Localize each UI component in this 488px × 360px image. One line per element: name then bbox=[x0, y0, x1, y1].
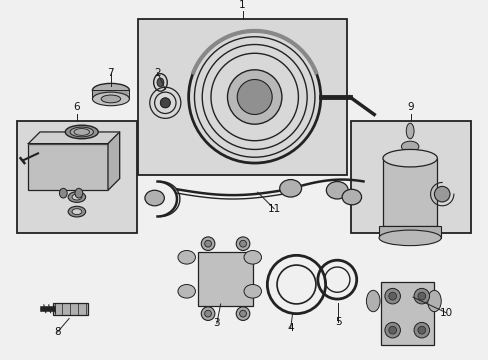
Ellipse shape bbox=[366, 290, 379, 312]
Circle shape bbox=[417, 292, 425, 300]
Ellipse shape bbox=[325, 181, 347, 199]
Ellipse shape bbox=[68, 206, 85, 217]
Ellipse shape bbox=[68, 192, 85, 202]
Ellipse shape bbox=[65, 125, 98, 139]
FancyBboxPatch shape bbox=[17, 121, 137, 233]
Ellipse shape bbox=[60, 188, 67, 198]
FancyBboxPatch shape bbox=[380, 282, 433, 345]
Ellipse shape bbox=[406, 123, 413, 139]
Circle shape bbox=[227, 70, 281, 124]
Ellipse shape bbox=[72, 209, 81, 215]
Ellipse shape bbox=[378, 230, 440, 246]
Circle shape bbox=[388, 292, 396, 300]
FancyBboxPatch shape bbox=[198, 252, 252, 306]
Circle shape bbox=[417, 326, 425, 334]
Ellipse shape bbox=[279, 180, 301, 197]
Ellipse shape bbox=[236, 237, 249, 251]
Ellipse shape bbox=[92, 84, 129, 97]
Ellipse shape bbox=[201, 307, 214, 320]
Ellipse shape bbox=[433, 186, 449, 202]
Text: 2: 2 bbox=[154, 68, 161, 78]
Ellipse shape bbox=[178, 251, 195, 264]
Circle shape bbox=[384, 288, 400, 304]
Polygon shape bbox=[108, 132, 120, 190]
Ellipse shape bbox=[70, 127, 93, 137]
Text: 7: 7 bbox=[107, 68, 114, 78]
Text: 5: 5 bbox=[334, 318, 341, 327]
FancyBboxPatch shape bbox=[378, 226, 440, 238]
Text: 11: 11 bbox=[267, 204, 280, 214]
FancyBboxPatch shape bbox=[350, 121, 470, 233]
FancyBboxPatch shape bbox=[92, 90, 129, 99]
FancyBboxPatch shape bbox=[28, 144, 108, 190]
Circle shape bbox=[237, 80, 272, 114]
Text: 1: 1 bbox=[239, 0, 245, 10]
Circle shape bbox=[413, 323, 428, 338]
Ellipse shape bbox=[244, 284, 261, 298]
Ellipse shape bbox=[244, 251, 261, 264]
Text: 3: 3 bbox=[213, 318, 220, 328]
Ellipse shape bbox=[75, 188, 82, 198]
Text: 4: 4 bbox=[287, 323, 293, 333]
Ellipse shape bbox=[239, 310, 246, 317]
Text: 8: 8 bbox=[54, 327, 61, 337]
Ellipse shape bbox=[239, 240, 246, 247]
Text: 9: 9 bbox=[407, 102, 414, 112]
Circle shape bbox=[160, 98, 170, 108]
Circle shape bbox=[413, 288, 428, 304]
Ellipse shape bbox=[236, 307, 249, 320]
Ellipse shape bbox=[204, 310, 211, 317]
FancyBboxPatch shape bbox=[138, 19, 346, 175]
Ellipse shape bbox=[201, 237, 214, 251]
Ellipse shape bbox=[92, 92, 129, 106]
Text: 10: 10 bbox=[439, 308, 452, 318]
Ellipse shape bbox=[101, 95, 121, 103]
Ellipse shape bbox=[382, 149, 436, 167]
Ellipse shape bbox=[204, 240, 211, 247]
Ellipse shape bbox=[157, 78, 163, 87]
Polygon shape bbox=[28, 132, 120, 144]
FancyBboxPatch shape bbox=[53, 303, 87, 315]
Ellipse shape bbox=[401, 141, 418, 152]
Ellipse shape bbox=[178, 284, 195, 298]
Circle shape bbox=[388, 326, 396, 334]
Circle shape bbox=[384, 323, 400, 338]
Ellipse shape bbox=[144, 190, 164, 206]
Ellipse shape bbox=[72, 194, 81, 200]
Text: 6: 6 bbox=[73, 102, 80, 112]
FancyBboxPatch shape bbox=[382, 158, 436, 226]
Ellipse shape bbox=[427, 290, 440, 312]
Ellipse shape bbox=[342, 189, 361, 205]
